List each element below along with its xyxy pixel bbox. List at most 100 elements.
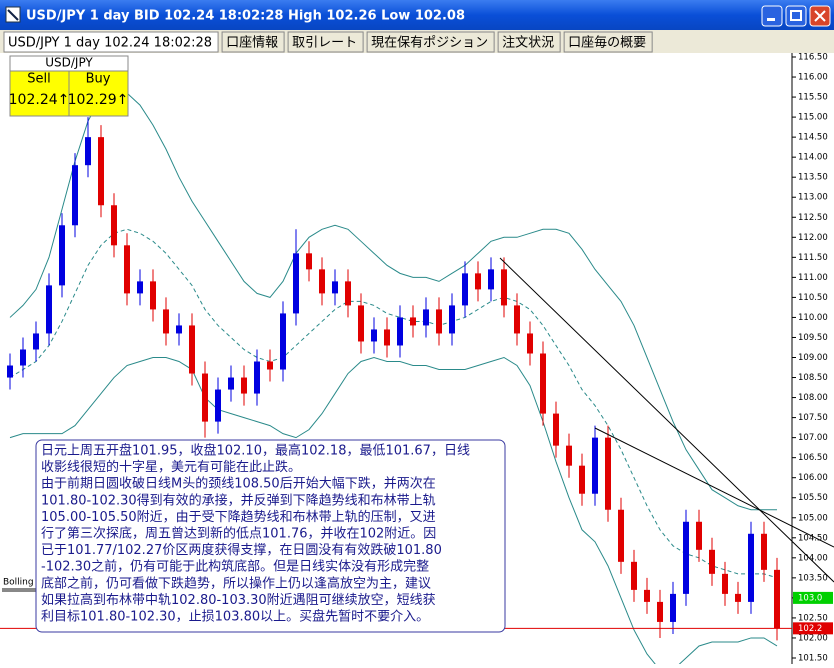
tab-label[interactable]: USD/JPY 1 day 102.24 18:02:28	[8, 36, 212, 51]
close-button[interactable]	[809, 5, 831, 27]
candle-body	[163, 309, 169, 334]
y-tick-label: 110.50	[798, 293, 828, 303]
y-tick-label: 109.00	[798, 353, 828, 363]
candle-body	[475, 273, 481, 290]
candle-body	[722, 573, 728, 594]
tab[interactable]: USD/JPY 1 day 102.24 18:02:28	[3, 31, 219, 53]
candle-body	[670, 593, 676, 622]
y-tick-label: 113.50	[798, 173, 828, 183]
y-tick-label: 111.00	[798, 273, 828, 283]
tab-frame[interactable]	[563, 31, 653, 53]
y-tick-label: 114.00	[798, 153, 828, 163]
candle-body	[202, 373, 208, 422]
tab-frame[interactable]	[366, 31, 495, 53]
tab-frame[interactable]	[221, 31, 285, 53]
candle-body	[592, 437, 598, 494]
y-tick-label: 112.50	[798, 213, 828, 223]
candle-body	[46, 285, 52, 334]
minimize-button[interactable]	[761, 5, 783, 27]
y-tick-label: 105.50	[798, 493, 828, 503]
comment-line: 底部之前，仍可看做下跌趋势，所以操作上仍以逢高放空为主，建议	[41, 575, 431, 591]
candle-body	[306, 253, 312, 270]
candle-body	[683, 521, 689, 594]
indicator-frame	[2, 588, 38, 592]
tab[interactable]: 現在保有ポジション	[366, 31, 495, 53]
tab-label[interactable]: 取引レート	[292, 36, 357, 51]
candle-body	[319, 269, 325, 294]
candle-body	[345, 281, 351, 306]
candle-body	[696, 521, 702, 550]
trend-line	[499, 257, 834, 583]
title-bar	[0, 0, 834, 30]
buy-label[interactable]: Buy	[86, 72, 111, 87]
tab-frame[interactable]	[3, 31, 219, 53]
candle-body	[72, 165, 78, 226]
candle-body	[605, 437, 611, 510]
y-tick-label: 105.00	[798, 513, 828, 523]
y-tick-label: 107.50	[798, 413, 828, 423]
candle-body	[228, 377, 234, 390]
y-tick-label: 106.50	[798, 453, 828, 463]
buy-price[interactable]: 102.29↑	[68, 92, 129, 108]
tab-label[interactable]: 注文状況	[502, 36, 554, 51]
candle-body	[176, 325, 182, 334]
tab-label[interactable]: 現在保有ポジション	[371, 36, 488, 51]
candle-body	[293, 253, 299, 314]
candle-body	[748, 533, 754, 602]
tab-label[interactable]: 口座毎の概要	[568, 35, 646, 51]
candle-body	[397, 317, 403, 346]
y-tick-label: 104.50	[798, 533, 828, 543]
comment-line: 105.00-105.50附近，由于受下降趋势线和布林带上轨的压制，又进	[41, 509, 436, 525]
tab[interactable]: 口座毎の概要	[563, 31, 653, 53]
y-tick-label: 106.00	[798, 473, 828, 483]
candle-body	[59, 225, 65, 286]
tab[interactable]: 取引レート	[287, 31, 364, 53]
candle-body	[124, 245, 130, 294]
y-tick-label: 112.00	[798, 233, 828, 243]
candle-body	[215, 389, 221, 422]
tab-frame[interactable]	[497, 31, 561, 53]
y-tick-label: 116.00	[798, 73, 828, 83]
comment-line: 已于101.77/102.27价区两度获得支撑，在日圆没有有效跌破101.80	[41, 542, 442, 558]
tab[interactable]: 口座情報	[221, 31, 285, 53]
candle-body	[553, 413, 559, 446]
candle-body	[514, 305, 520, 334]
comment-line: 利目标101.80-102.30，止损103.80以上。买盘先暂时不要介入。	[41, 609, 429, 625]
candle-body	[579, 465, 585, 494]
sell-label[interactable]: Sell	[27, 72, 50, 87]
tab[interactable]: 注文状況	[497, 31, 561, 53]
candle-body	[85, 137, 91, 166]
candle-body	[644, 589, 650, 602]
maximize-button[interactable]	[785, 5, 807, 27]
candle-body	[488, 269, 494, 290]
candle-body	[371, 329, 377, 342]
y-tick-label: 107.00	[798, 433, 828, 443]
candle-body	[137, 281, 143, 294]
candle-body	[98, 137, 104, 206]
y-tick-label: 116.50	[798, 53, 828, 63]
y-tick-label: 101.50	[798, 653, 828, 663]
candle-body	[618, 509, 624, 562]
candle-body	[7, 365, 13, 378]
candle-body	[241, 377, 247, 394]
candle-body	[410, 317, 416, 326]
candle-body	[267, 361, 273, 370]
candle-body	[657, 601, 663, 622]
comment-line: -102.30之前，仍有可能于此构筑底部。但是日线实体没有形成完整	[41, 559, 429, 575]
candle-body	[774, 569, 780, 629]
candle-body	[20, 349, 26, 366]
tab-label[interactable]: 口座情報	[226, 36, 278, 51]
comment-line: 收影线很短的十字星，美元有可能在此止跌。	[41, 459, 301, 475]
trend-line	[594, 427, 834, 548]
quote-panel: USD/JPY Sell Buy 102.24↑ 102.29↑	[9, 55, 129, 117]
candle-body	[384, 329, 390, 346]
candle-body	[735, 593, 741, 602]
candle-body	[462, 273, 468, 306]
candle-body	[332, 281, 338, 294]
candle-body	[761, 533, 767, 570]
tab-frame[interactable]	[287, 31, 364, 53]
sell-price[interactable]: 102.24↑	[9, 92, 70, 108]
bollinger-lower	[9, 356, 778, 668]
comment-line: 日元上周五开盘101.95，收盘102.10，最高102.18，最低101.67…	[41, 443, 470, 459]
